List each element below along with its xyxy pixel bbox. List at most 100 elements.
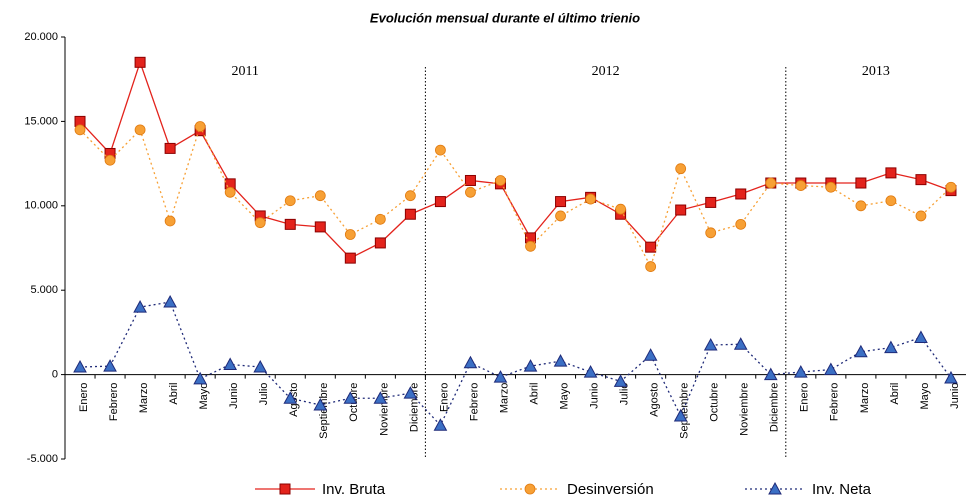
y-tick-label: 20.000 [24, 31, 58, 43]
marker [555, 210, 566, 222]
marker [435, 144, 446, 156]
marker [434, 196, 446, 208]
y-tick-label: 5.000 [30, 284, 58, 296]
x-tick-label: Diciembre [769, 383, 781, 433]
marker [824, 362, 838, 376]
marker [433, 418, 448, 431]
marker [283, 391, 298, 404]
marker [945, 181, 957, 193]
marker [73, 359, 87, 373]
marker [465, 186, 476, 198]
marker [374, 213, 386, 225]
x-tick-label: Marzo [138, 383, 150, 414]
marker [193, 371, 207, 385]
marker [795, 180, 807, 191]
x-tick-label: Julio [619, 383, 631, 406]
y-tick-label: 15.000 [24, 115, 58, 127]
marker [855, 200, 867, 212]
marker [403, 386, 418, 399]
marker [765, 177, 777, 189]
marker [705, 196, 717, 208]
x-tick-label: Abril [889, 383, 901, 405]
marker [525, 240, 536, 252]
marker [768, 481, 782, 495]
legend-label: Inv. Bruta [322, 481, 386, 498]
marker [793, 365, 808, 378]
x-tick-label: Mayo [558, 383, 570, 410]
series-line [79, 301, 952, 427]
marker [675, 204, 687, 216]
x-tick-label: Septiembre [318, 383, 330, 439]
year-label: 2012 [592, 64, 620, 79]
x-tick-label: Febrero [468, 383, 480, 422]
chart-title: Evolución mensual durante el último trie… [370, 10, 640, 25]
series-line [79, 124, 952, 269]
x-tick-label: Marzo [498, 383, 510, 414]
x-tick-label: Agosto [649, 383, 661, 417]
marker [279, 483, 291, 495]
marker [374, 237, 386, 249]
y-tick-label: 10.000 [24, 200, 58, 212]
x-tick-label: Octubre [709, 383, 721, 422]
x-tick-label: Mayo [198, 383, 210, 410]
marker [404, 208, 416, 220]
x-tick-label: Noviembre [378, 383, 390, 436]
marker [463, 355, 478, 369]
marker [735, 188, 747, 200]
marker [914, 330, 928, 343]
marker [854, 344, 868, 358]
legend-label: Desinversión [567, 481, 654, 498]
x-tick-label: Enero [438, 383, 450, 412]
marker [104, 154, 116, 166]
marker [314, 190, 326, 202]
marker [74, 124, 86, 136]
marker [103, 359, 117, 372]
y-tick-label: 0 [52, 369, 58, 381]
marker [194, 121, 206, 132]
marker [643, 348, 658, 361]
x-tick-label: Marzo [859, 383, 871, 414]
marker [885, 195, 897, 207]
marker [163, 294, 177, 308]
x-tick-label: Julio [258, 383, 270, 406]
marker [885, 167, 897, 179]
marker [164, 215, 176, 227]
x-tick-label: Junio [588, 383, 600, 409]
marker [673, 408, 688, 422]
marker [523, 359, 538, 372]
year-label: 2013 [862, 64, 890, 79]
marker [915, 174, 927, 186]
marker [733, 337, 748, 350]
marker [675, 163, 687, 175]
marker [583, 365, 598, 378]
x-tick-label: Febrero [108, 383, 120, 422]
x-tick-label: Septiembre [679, 383, 691, 439]
x-tick-label: Mayo [919, 383, 931, 410]
x-tick-label: Enero [78, 383, 90, 412]
marker [825, 181, 837, 193]
marker [164, 142, 176, 154]
marker [524, 483, 536, 495]
marker [613, 374, 628, 387]
marker [464, 174, 476, 186]
marker [314, 221, 326, 233]
x-tick-label: Noviembre [739, 383, 751, 436]
marker [855, 177, 867, 189]
marker [705, 227, 717, 239]
year-label: 2011 [231, 64, 258, 79]
marker [645, 261, 657, 272]
legend-label: Inv. Neta [812, 481, 872, 498]
marker [493, 370, 508, 383]
marker [555, 196, 567, 208]
marker [703, 338, 718, 351]
x-tick-label: Abril [168, 383, 180, 405]
marker [404, 190, 416, 202]
marker [134, 124, 146, 136]
marker [645, 241, 657, 253]
marker [284, 195, 296, 207]
marker [615, 203, 627, 215]
marker [223, 357, 238, 370]
marker [313, 397, 328, 411]
marker [915, 210, 927, 222]
